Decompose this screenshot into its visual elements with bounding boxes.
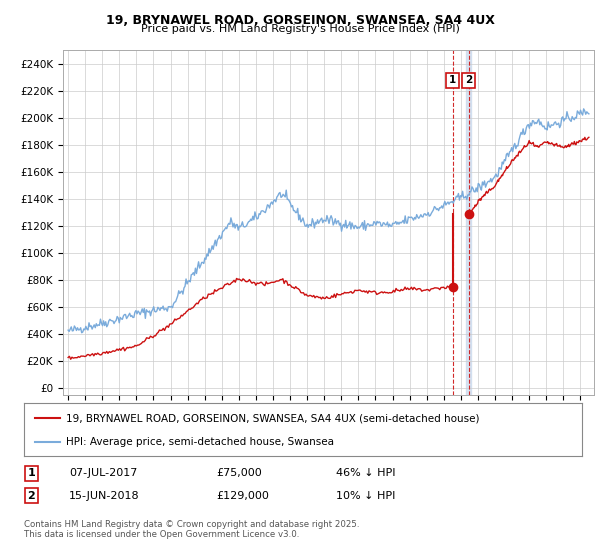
Text: £129,000: £129,000: [216, 491, 269, 501]
Text: Price paid vs. HM Land Registry's House Price Index (HPI): Price paid vs. HM Land Registry's House …: [140, 24, 460, 34]
Text: 10% ↓ HPI: 10% ↓ HPI: [336, 491, 395, 501]
Text: 19, BRYNAWEL ROAD, GORSEINON, SWANSEA, SA4 4UX (semi-detached house): 19, BRYNAWEL ROAD, GORSEINON, SWANSEA, S…: [66, 413, 479, 423]
Bar: [466, 50, 471, 395]
Text: 1: 1: [449, 75, 456, 85]
Text: 15-JUN-2018: 15-JUN-2018: [69, 491, 140, 501]
Text: £75,000: £75,000: [216, 468, 262, 478]
Text: 2: 2: [28, 491, 35, 501]
Text: 1: 1: [28, 468, 35, 478]
Text: 46% ↓ HPI: 46% ↓ HPI: [336, 468, 395, 478]
Text: 2: 2: [465, 75, 472, 85]
Text: HPI: Average price, semi-detached house, Swansea: HPI: Average price, semi-detached house,…: [66, 436, 334, 446]
Text: Contains HM Land Registry data © Crown copyright and database right 2025.
This d: Contains HM Land Registry data © Crown c…: [24, 520, 359, 539]
Text: 19, BRYNAWEL ROAD, GORSEINON, SWANSEA, SA4 4UX: 19, BRYNAWEL ROAD, GORSEINON, SWANSEA, S…: [106, 14, 494, 27]
Text: 07-JUL-2017: 07-JUL-2017: [69, 468, 137, 478]
